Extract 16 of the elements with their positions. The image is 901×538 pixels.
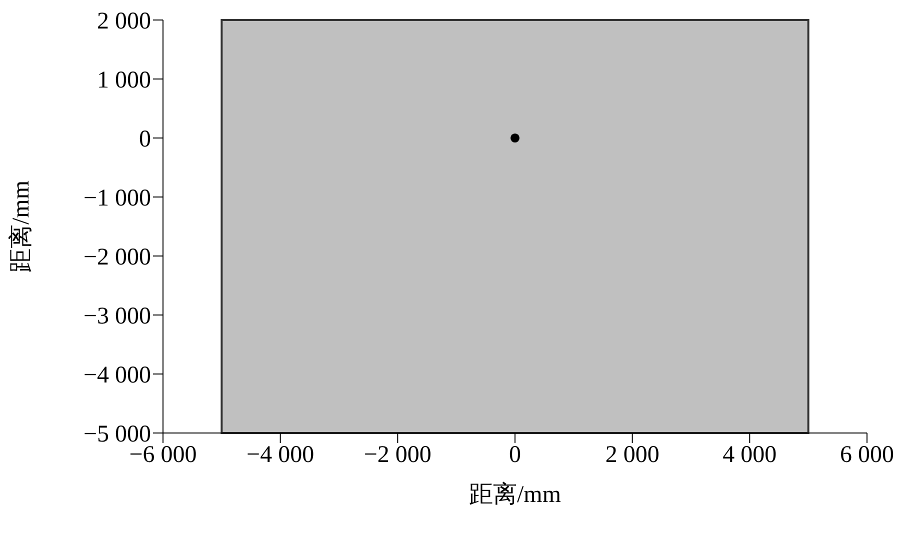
y-tick-label: −2 000 (83, 244, 151, 271)
x-tick-label: 4 000 (722, 442, 777, 468)
y-tick-label: −3 000 (83, 304, 151, 330)
y-axis-title: 距离/mm (8, 180, 35, 273)
x-tick-label: −4 000 (246, 442, 314, 468)
y-tick-label: 0 (139, 126, 151, 153)
x-tick-label: −6 000 (129, 442, 197, 468)
x-tick-label: 6 000 (840, 442, 894, 468)
y-tick-label: −1 000 (83, 186, 151, 212)
y-tick-label: 2 000 (97, 8, 151, 35)
x-tick-label: 2 000 (605, 442, 660, 468)
y-tick-label: 1 000 (97, 68, 151, 94)
x-tick-label: −2 000 (364, 442, 432, 468)
x-axis-title: 距离/mm (468, 481, 562, 508)
y-tick-label: −4 000 (83, 362, 151, 389)
x-tick-label: 0 (509, 442, 521, 468)
